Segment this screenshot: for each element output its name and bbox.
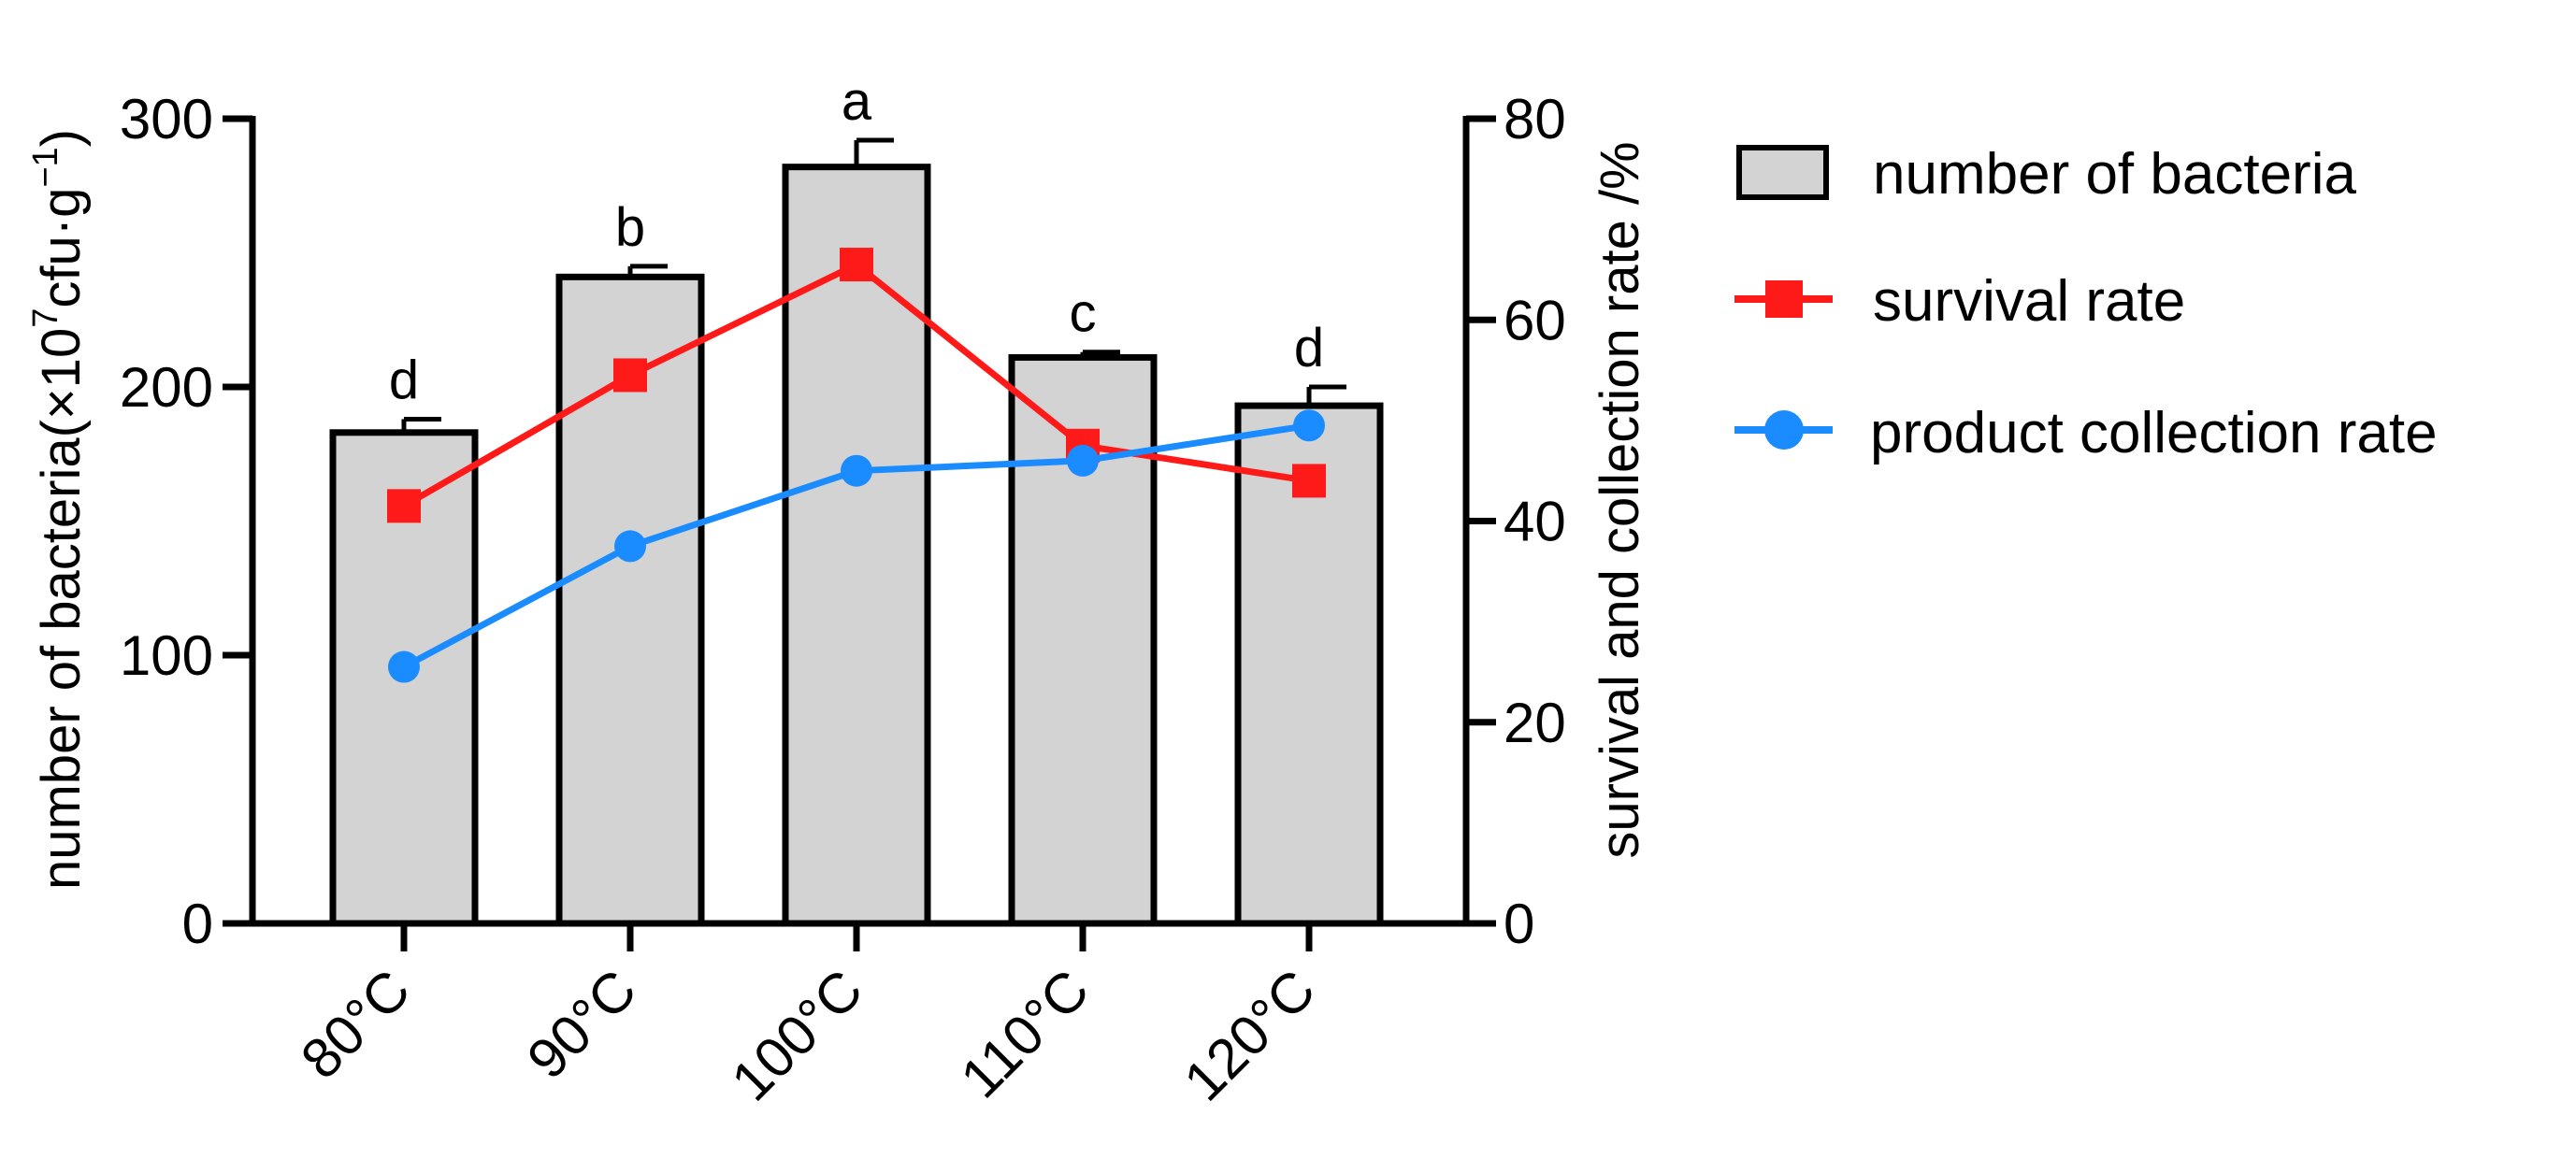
error-bars-layer xyxy=(401,137,1346,433)
right-tick-label-1: 20 xyxy=(1504,692,1566,754)
legend-label-bacteria: number of bacteria xyxy=(1873,142,2356,207)
x-tick-label-1: 80°C xyxy=(289,958,422,1091)
legend-swatch-bar xyxy=(1736,145,1829,200)
significance-label-2: b xyxy=(615,197,645,258)
legend-item-survival: survival rate xyxy=(1734,269,2185,334)
left-tick-label-2: 200 xyxy=(120,356,213,419)
collection-point-5 xyxy=(1293,409,1325,442)
series-lines-layer xyxy=(387,248,1326,683)
survival-point-2 xyxy=(613,358,647,393)
significance-label-3: a xyxy=(842,71,872,132)
legend: number of bacteria survival rate product… xyxy=(1734,142,2438,465)
left-axis-title-exponent-1: 7 xyxy=(26,308,65,328)
significance-label-4: c xyxy=(1070,283,1097,344)
x-tick-label-5: 120°C xyxy=(1172,958,1327,1113)
left-axis-title-unit: cfu·g xyxy=(31,188,92,308)
right-tick-label-0: 0 xyxy=(1504,893,1534,955)
x-tick-label-2: 90°C xyxy=(515,958,648,1091)
survival-point-3 xyxy=(840,248,873,282)
x-tick-label-4: 110°C xyxy=(949,958,1101,1110)
collection-point-1 xyxy=(388,650,420,683)
right-axis-title: survival and collection rate /% xyxy=(1590,141,1650,858)
left-tick-label-0: 0 xyxy=(182,893,213,955)
legend-swatch-survival-marker xyxy=(1765,280,1803,318)
left-axis-title-main: number of bacteria(×10 xyxy=(31,328,92,890)
left-axis-title-end: ) xyxy=(31,129,92,147)
significance-label-5: d xyxy=(1294,318,1324,379)
legend-item-bacteria: number of bacteria xyxy=(1736,142,2356,207)
right-tick-label-4: 80 xyxy=(1504,88,1566,150)
left-tick-label-1: 100 xyxy=(120,624,213,687)
collection-point-4 xyxy=(1067,444,1099,477)
significance-labels-layer: d b a c d xyxy=(389,71,1324,410)
right-tick-label-3: 60 xyxy=(1504,289,1566,351)
collection-point-2 xyxy=(614,530,646,563)
legend-label-survival: survival rate xyxy=(1873,269,2185,334)
right-tick-label-2: 40 xyxy=(1504,491,1566,553)
collection-point-3 xyxy=(841,454,872,487)
survival-point-5 xyxy=(1292,464,1326,498)
left-tick-label-3: 300 xyxy=(120,88,213,150)
legend-item-collection: product collection rate xyxy=(1734,401,2438,465)
significance-label-1: d xyxy=(389,350,419,410)
left-axis-title: number of bacteria(×107cfu·g−1) xyxy=(26,129,92,890)
legend-swatch-collection-marker xyxy=(1764,410,1804,450)
left-axis-title-exponent-2: −1 xyxy=(26,147,65,187)
legend-label-collection: product collection rate xyxy=(1870,401,2438,465)
survival-point-1 xyxy=(387,489,421,523)
x-tick-label-3: 100°C xyxy=(719,958,874,1113)
